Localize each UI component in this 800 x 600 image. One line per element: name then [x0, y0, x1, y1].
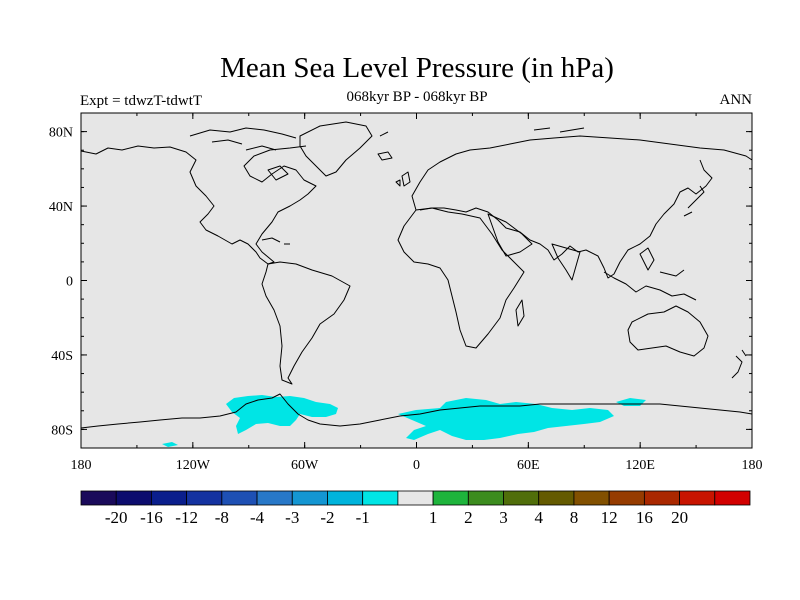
axis-tick-labels: 80N 40N 0 40S 80S 180 120W 60W 0 60E 120E 180	[49, 126, 763, 473]
colorbar-swatch	[608, 490, 645, 506]
anomaly-region-amundsen	[226, 395, 338, 434]
colorbar-swatch	[256, 490, 293, 506]
colorbar-label: 8	[570, 508, 579, 527]
experiment-label: Expt = tdwzT-tdwtT	[80, 93, 203, 109]
lon-tick-label: 120E	[625, 458, 655, 473]
colorbar-swatch	[573, 490, 610, 506]
colorbar-label: 4	[534, 508, 543, 527]
lon-tick-label: 60E	[517, 458, 540, 473]
coast-greenland	[299, 121, 373, 177]
coast-australia	[627, 305, 709, 357]
season-label: ANN	[719, 92, 753, 108]
colorbar-label: -1	[356, 508, 370, 527]
coast-india	[551, 243, 581, 281]
colorbar-label: 1	[429, 508, 438, 527]
lat-tick-label: 40S	[51, 349, 73, 364]
colorbar-label: -12	[175, 508, 198, 527]
lat-tick-label: 40N	[49, 200, 73, 215]
coast-antarctica	[80, 393, 753, 429]
colorbar-swatch	[397, 490, 434, 506]
colorbar-swatch	[432, 490, 469, 506]
lon-tick-label: 120W	[176, 458, 211, 473]
coast-japan	[683, 185, 705, 217]
coast-eurasia	[411, 135, 753, 279]
colorbar-label: 2	[464, 508, 473, 527]
colorbar-swatch	[186, 490, 223, 506]
lon-tick-label: 180	[742, 458, 763, 473]
colorbar-swatch	[221, 490, 258, 506]
colorbar-label: -16	[140, 508, 163, 527]
colorbar-swatch	[538, 490, 575, 506]
colorbar-labels: -20 -16 -12 -8 -4 -3 -2 -1 1 2 3 4 8 12 16 20	[105, 508, 688, 527]
colorbar-swatch	[714, 490, 751, 506]
lon-tick-label: 180	[71, 458, 92, 473]
coast-new-zealand	[731, 349, 747, 379]
colorbar-swatch	[115, 490, 152, 506]
colorbar	[80, 490, 751, 506]
colorbar-swatch	[151, 490, 188, 506]
colorbar-swatch	[362, 490, 399, 506]
map-background	[80, 112, 753, 449]
map-subtitle: 068kyr BP - 068kyr BP	[346, 89, 488, 105]
anomaly-region-small	[162, 442, 178, 447]
colorbar-label: 12	[601, 508, 618, 527]
lat-tick-label: 80S	[51, 423, 73, 438]
colorbar-label: 16	[636, 508, 653, 527]
lat-tick-label: 0	[66, 275, 73, 290]
coastlines	[80, 121, 753, 429]
colorbar-swatch	[291, 490, 328, 506]
colorbar-label: -2	[320, 508, 334, 527]
lon-tick-label: 60W	[291, 458, 319, 473]
coast-caribbean	[261, 237, 290, 245]
colorbar-label: -8	[215, 508, 229, 527]
coast-north-america	[80, 145, 317, 265]
coast-southeast-asia	[603, 247, 697, 301]
colorbar-label: 20	[671, 508, 688, 527]
coast-south-america	[261, 261, 351, 385]
colorbar-label: -3	[285, 508, 299, 527]
map-title: Mean Sea Level Pressure (in hPa)	[220, 52, 614, 84]
lat-tick-label: 80N	[49, 126, 73, 141]
coast-africa	[397, 207, 525, 349]
coast-arctic-islands	[189, 127, 585, 181]
coast-madagascar	[515, 299, 525, 327]
colorbar-label: -4	[250, 508, 265, 527]
coast-iceland	[377, 151, 393, 161]
colorbar-swatch	[503, 490, 540, 506]
colorbar-swatch	[327, 490, 364, 506]
colorbar-swatch	[643, 490, 680, 506]
colorbar-swatch	[80, 490, 117, 506]
colorbar-swatch	[467, 490, 504, 506]
axis-ticks	[80, 112, 753, 449]
colorbar-label: -20	[105, 508, 128, 527]
colorbar-label: 3	[499, 508, 508, 527]
coast-arabia	[487, 213, 533, 257]
colorbar-swatch	[679, 490, 716, 506]
coast-british-isles	[395, 171, 411, 187]
lon-tick-label: 0	[413, 458, 420, 473]
